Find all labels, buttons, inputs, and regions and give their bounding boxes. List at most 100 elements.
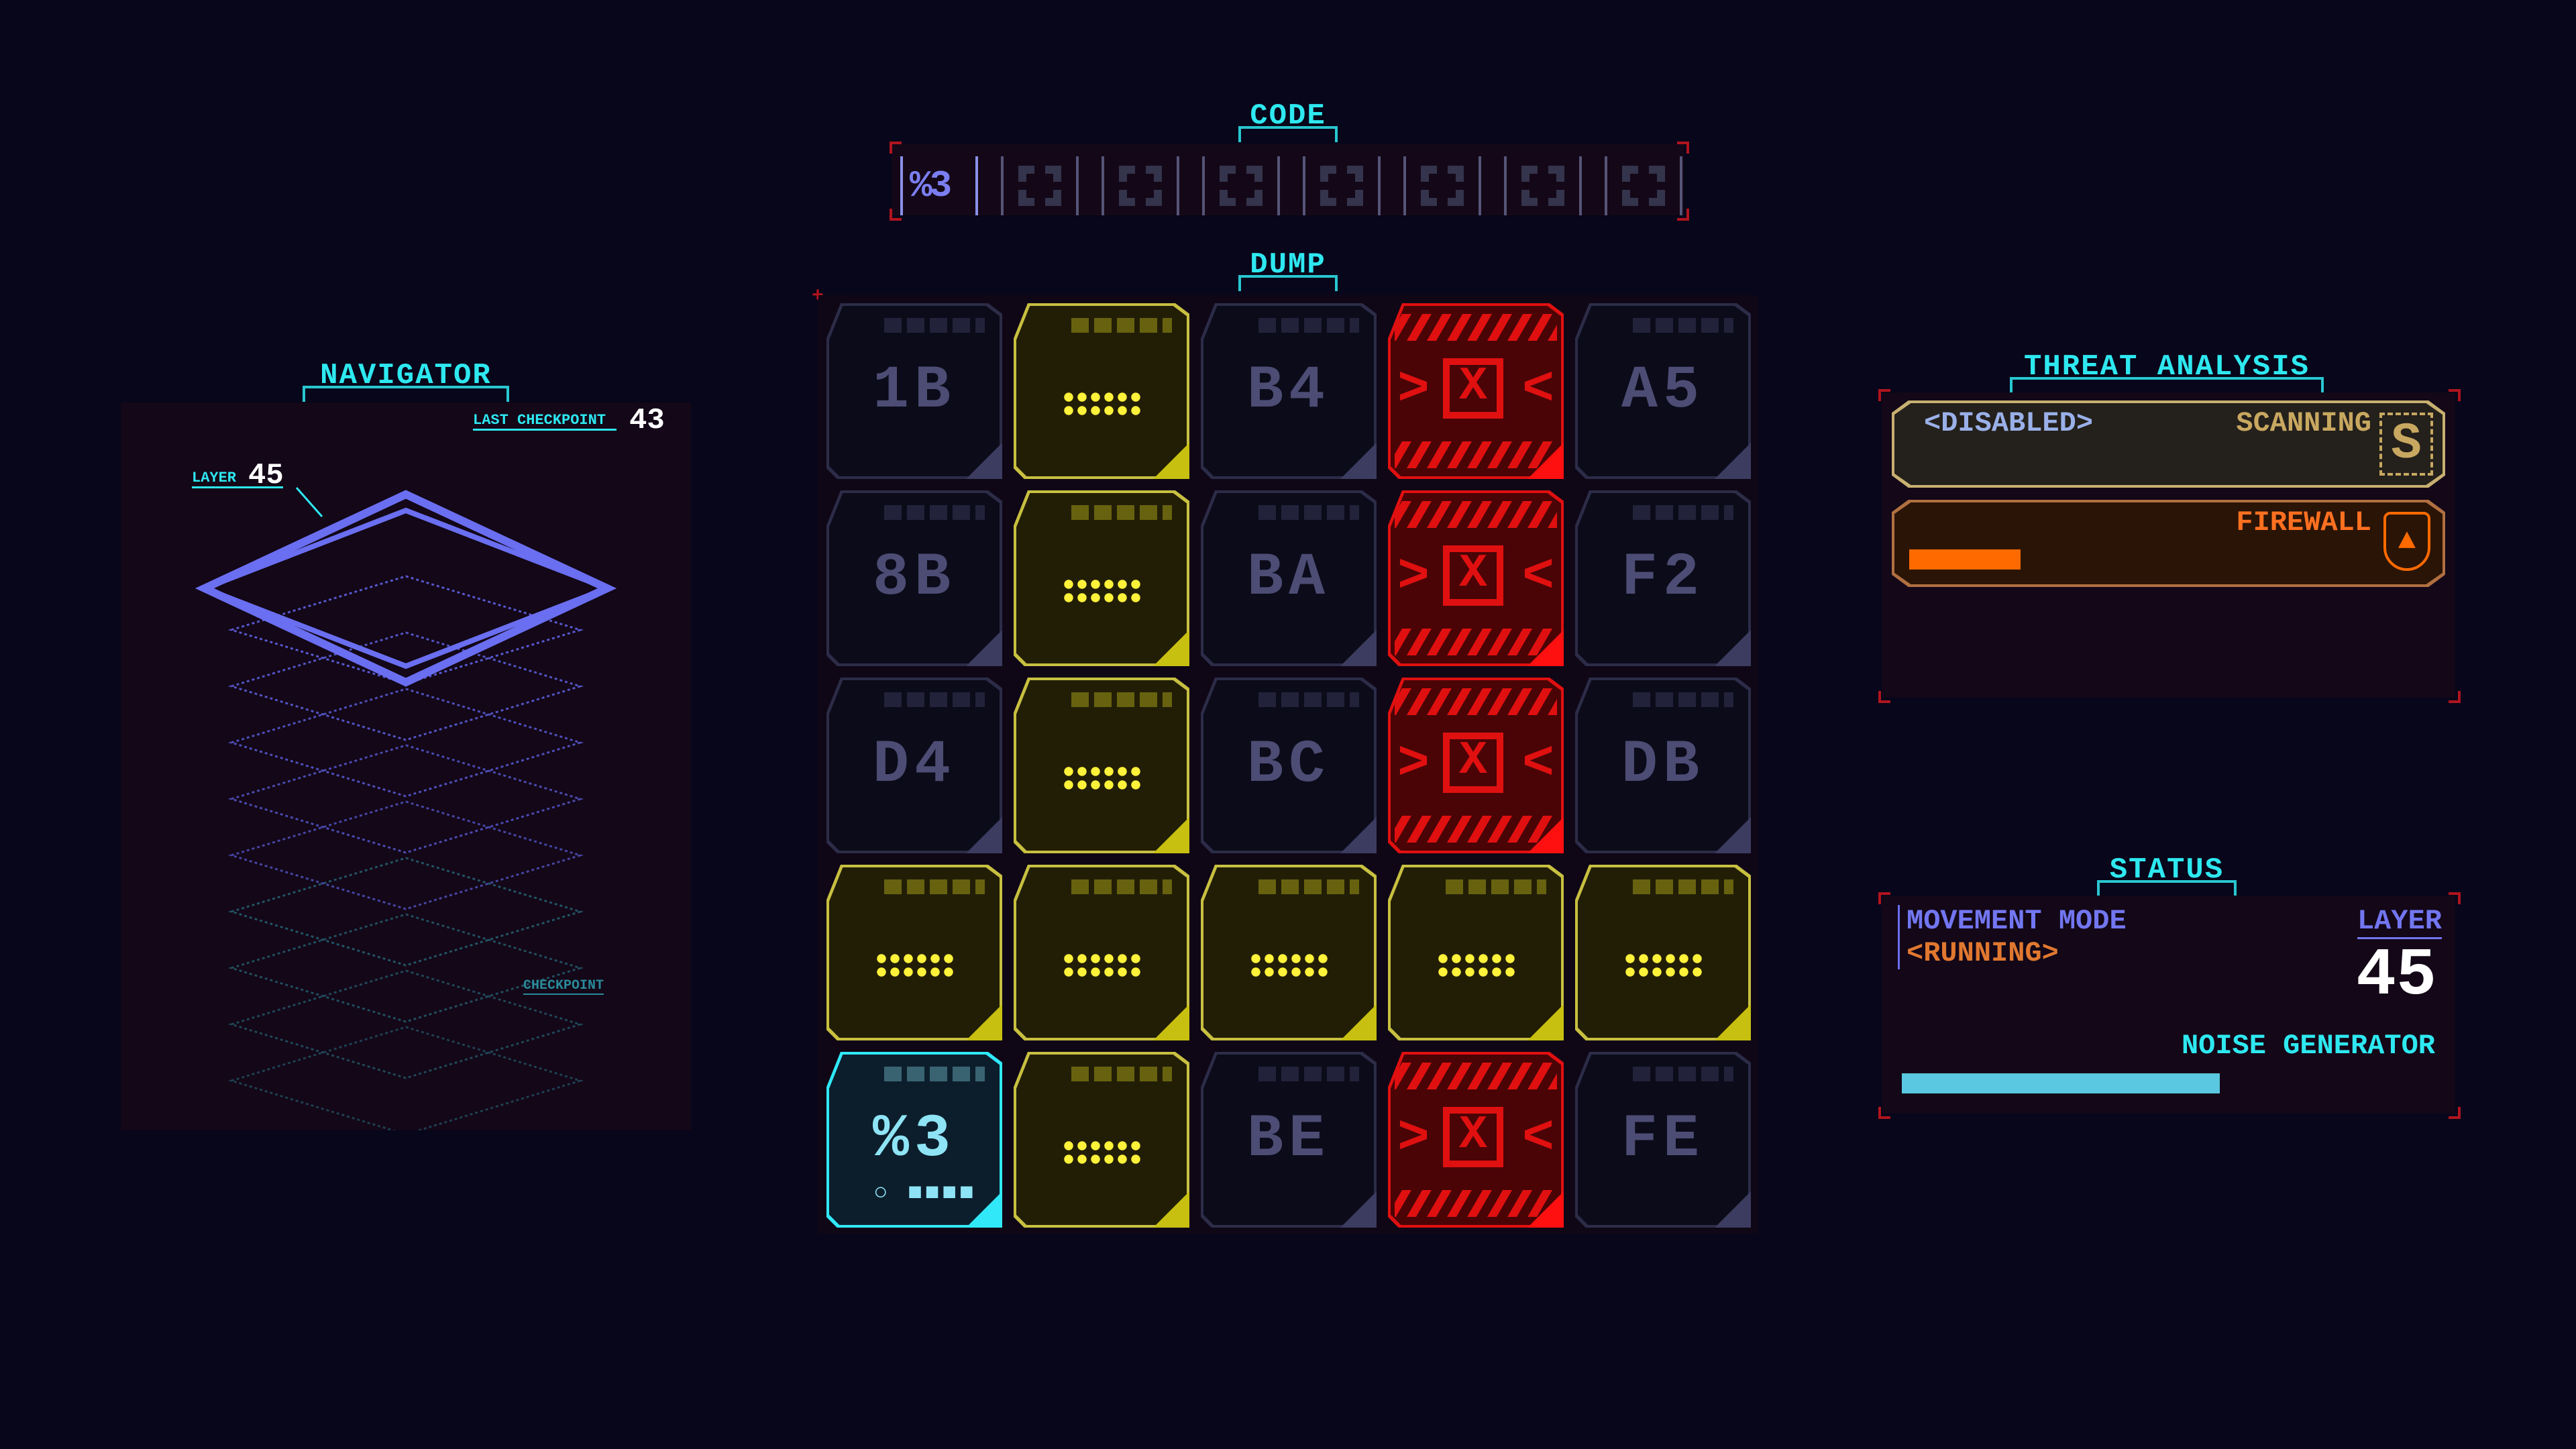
dump-cell-red[interactable]: > < X — [1388, 303, 1564, 479]
dump-cell-yellow[interactable] — [1014, 490, 1189, 666]
selected-dots-icon — [1062, 578, 1141, 604]
movement-mode-label: MOVEMENT MODE — [1907, 905, 2127, 937]
firewall-bar — [1909, 549, 2372, 570]
dump-cell-yellow[interactable] — [1014, 1052, 1189, 1228]
navigator-panel: LAST CHECKPOINT 43 LAYER 45 CHECKPOINT — [121, 402, 691, 1130]
dump-cell-yellow[interactable] — [1201, 865, 1377, 1040]
checkpoint-label: CHECKPOINT — [523, 978, 604, 995]
current-layer-plane — [197, 507, 615, 669]
layer-stack-diagram — [195, 487, 617, 1130]
code-slot — [1001, 156, 1079, 215]
selected-dots-icon — [1062, 765, 1141, 792]
firewall-shield-icon: ▲ — [2383, 512, 2430, 571]
threat-title: THREAT ANALYSIS — [2010, 350, 2324, 393]
dump-cell-red[interactable]: > < X — [1388, 1052, 1564, 1228]
code-strip: %3 — [892, 144, 1684, 215]
noise-generator-bar — [1902, 1073, 2432, 1093]
cell-code: 1B — [872, 357, 957, 425]
firewall-label: FIREWALL — [2236, 506, 2371, 539]
scan-state: <DISABLED> — [1924, 407, 2094, 439]
empty-slot-icon — [1119, 166, 1162, 206]
layer-plane — [227, 913, 584, 1023]
dump-cell-dark[interactable]: A5 — [1575, 303, 1751, 479]
layer-plane — [227, 800, 584, 910]
dump-cell-yellow[interactable] — [1388, 865, 1564, 1040]
dump-cell-cyan[interactable]: %3 ○ ■■■■ — [826, 1052, 1002, 1228]
blocked-x-icon: X — [1443, 1107, 1503, 1167]
status-layer-value: 45 — [2355, 938, 2436, 1014]
cell-code: F2 — [1621, 544, 1705, 612]
threat-panel: <DISABLED> SCANNING S FIREWALL ▲ — [1882, 392, 2455, 698]
cell-code: B4 — [1246, 357, 1331, 425]
dump-title: DUMP — [1238, 248, 1338, 291]
navigator-title: NAVIGATOR — [303, 359, 509, 402]
blocked-x-icon: X — [1443, 545, 1503, 606]
dump-cell-dark[interactable]: BE — [1201, 1052, 1377, 1228]
code-slot — [1202, 156, 1280, 215]
dump-cell-dark[interactable]: FE — [1575, 1052, 1751, 1228]
dump-cell-dark[interactable]: BC — [1201, 678, 1377, 853]
dump-cell-dark[interactable]: B4 — [1201, 303, 1377, 479]
empty-slot-icon — [1521, 166, 1564, 206]
code-slot — [1102, 156, 1179, 215]
code-slot — [1403, 156, 1481, 215]
selected-dots-icon — [875, 952, 954, 979]
dump-cell-dark[interactable]: BA — [1201, 490, 1377, 666]
dump-grid: 1B B4 > < X A5 8B BA > < X F2 D4 BC > < X DB %3 ○ ■■■■ BE > < X… — [818, 295, 1758, 1234]
empty-slot-icon — [1320, 166, 1363, 206]
blocked-x-icon: X — [1443, 358, 1503, 419]
layer-value: 45 — [248, 459, 284, 492]
layer-plane — [227, 631, 584, 741]
last-checkpoint-value: 43 — [629, 404, 665, 437]
current-layer-plane — [195, 490, 617, 687]
code-slot — [1605, 156, 1682, 215]
dump-cell-yellow[interactable] — [826, 865, 1002, 1040]
scanning-icon: S — [2379, 413, 2433, 476]
empty-slot-icon — [1421, 166, 1464, 206]
selected-dots-icon — [1062, 952, 1141, 979]
code-slot — [1504, 156, 1582, 215]
dump-cell-dark[interactable]: F2 — [1575, 490, 1751, 666]
layer-pointer — [295, 487, 323, 517]
dump-cell-dark[interactable]: 8B — [826, 490, 1002, 666]
cell-code: DB — [1621, 731, 1705, 800]
firewall-bar-fill — [1909, 549, 2021, 570]
noise-generator-bar-fill — [1902, 1073, 2220, 1093]
cell-code: D4 — [872, 731, 957, 800]
selected-dots-icon — [1436, 952, 1515, 979]
selected-dots-icon — [1062, 1139, 1141, 1166]
code-slot — [1303, 156, 1381, 215]
code-slot-value: %3 — [910, 164, 952, 207]
dump-cell-red[interactable]: > < X — [1388, 678, 1564, 853]
dump-cell-dark[interactable]: DB — [1575, 678, 1751, 853]
cell-code: %3 — [872, 1106, 957, 1174]
status-layer-label: LAYER — [2357, 905, 2442, 939]
layer-plane — [227, 1026, 584, 1130]
selected-dots-icon — [1623, 952, 1703, 979]
layer-plane — [227, 744, 584, 854]
dump-cell-dark[interactable]: 1B — [826, 303, 1002, 479]
dump-cell-red[interactable]: > < X — [1388, 490, 1564, 666]
code-title: CODE — [1238, 99, 1338, 142]
dump-cell-yellow[interactable] — [1575, 865, 1751, 1040]
noise-generator-label: NOISE GENERATOR — [2181, 1030, 2435, 1062]
scan-label: SCANNING — [2236, 407, 2371, 439]
dump-cell-yellow[interactable] — [1014, 303, 1189, 479]
dump-cell-yellow[interactable] — [1014, 678, 1189, 853]
scanning-box: <DISABLED> SCANNING S — [1892, 400, 2445, 488]
cell-code: BA — [1246, 544, 1331, 612]
cell-code: 8B — [872, 544, 957, 612]
cell-code: FE — [1621, 1106, 1705, 1174]
layer-label: LAYER — [192, 470, 284, 488]
dump-cell-dark[interactable]: D4 — [826, 678, 1002, 853]
dump-cell-yellow[interactable] — [1014, 865, 1189, 1040]
status-panel: MOVEMENT MODE <RUNNING> LAYER 45 NOISE G… — [1882, 896, 2455, 1114]
cell-code: A5 — [1621, 357, 1705, 425]
layer-plane — [227, 688, 584, 798]
layer-plane — [227, 857, 584, 967]
empty-slot-icon — [1622, 166, 1665, 206]
last-checkpoint-label: LAST CHECKPOINT — [473, 412, 617, 431]
cell-code: BC — [1246, 731, 1331, 800]
empty-slot-icon — [1018, 166, 1061, 206]
code-slot: %3 — [900, 156, 978, 215]
